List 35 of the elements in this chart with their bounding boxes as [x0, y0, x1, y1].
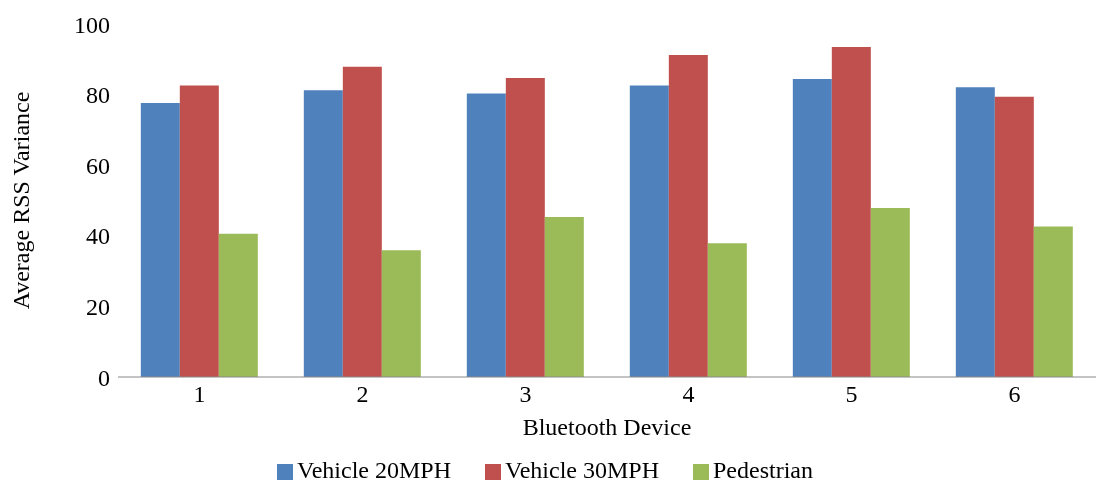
bar: [303, 90, 343, 377]
bar: [544, 217, 584, 377]
bar: [218, 233, 258, 377]
x-tick-label: 4: [682, 381, 695, 408]
x-axis-title: Bluetooth Device: [522, 414, 692, 440]
legend-label: Vehicle 20MPH: [297, 457, 451, 483]
x-tick-label: 2: [356, 381, 369, 408]
bar: [668, 55, 708, 377]
bar: [831, 46, 871, 377]
y-tick-label: 20: [86, 293, 110, 320]
bar: [381, 250, 421, 377]
bar: [994, 96, 1034, 377]
bar: [466, 93, 506, 377]
legend-label: Pedestrian: [712, 457, 813, 483]
bar: [870, 207, 910, 377]
x-tick-label: 6: [1008, 381, 1021, 408]
y-tick-label: 60: [86, 152, 110, 179]
bar: [955, 87, 995, 377]
bar: [629, 85, 669, 377]
y-axis-title: Average RSS Variance: [7, 91, 34, 310]
y-tick-label: 80: [86, 82, 110, 109]
bar: [505, 78, 545, 377]
x-tick-label: 1: [193, 381, 206, 408]
legend-label: Vehicle 30MPH: [505, 457, 659, 483]
y-tick-label: 40: [86, 223, 110, 250]
x-tick-label: 5: [845, 381, 858, 408]
bar: [707, 243, 747, 377]
y-tick-label: 0: [98, 364, 110, 391]
bar: [1033, 226, 1073, 377]
bar: [342, 66, 382, 377]
bar: [792, 79, 832, 377]
y-tick-label: 100: [74, 11, 110, 38]
x-tick-label: 3: [519, 381, 532, 408]
bar: [179, 85, 219, 377]
bar: [140, 103, 180, 377]
